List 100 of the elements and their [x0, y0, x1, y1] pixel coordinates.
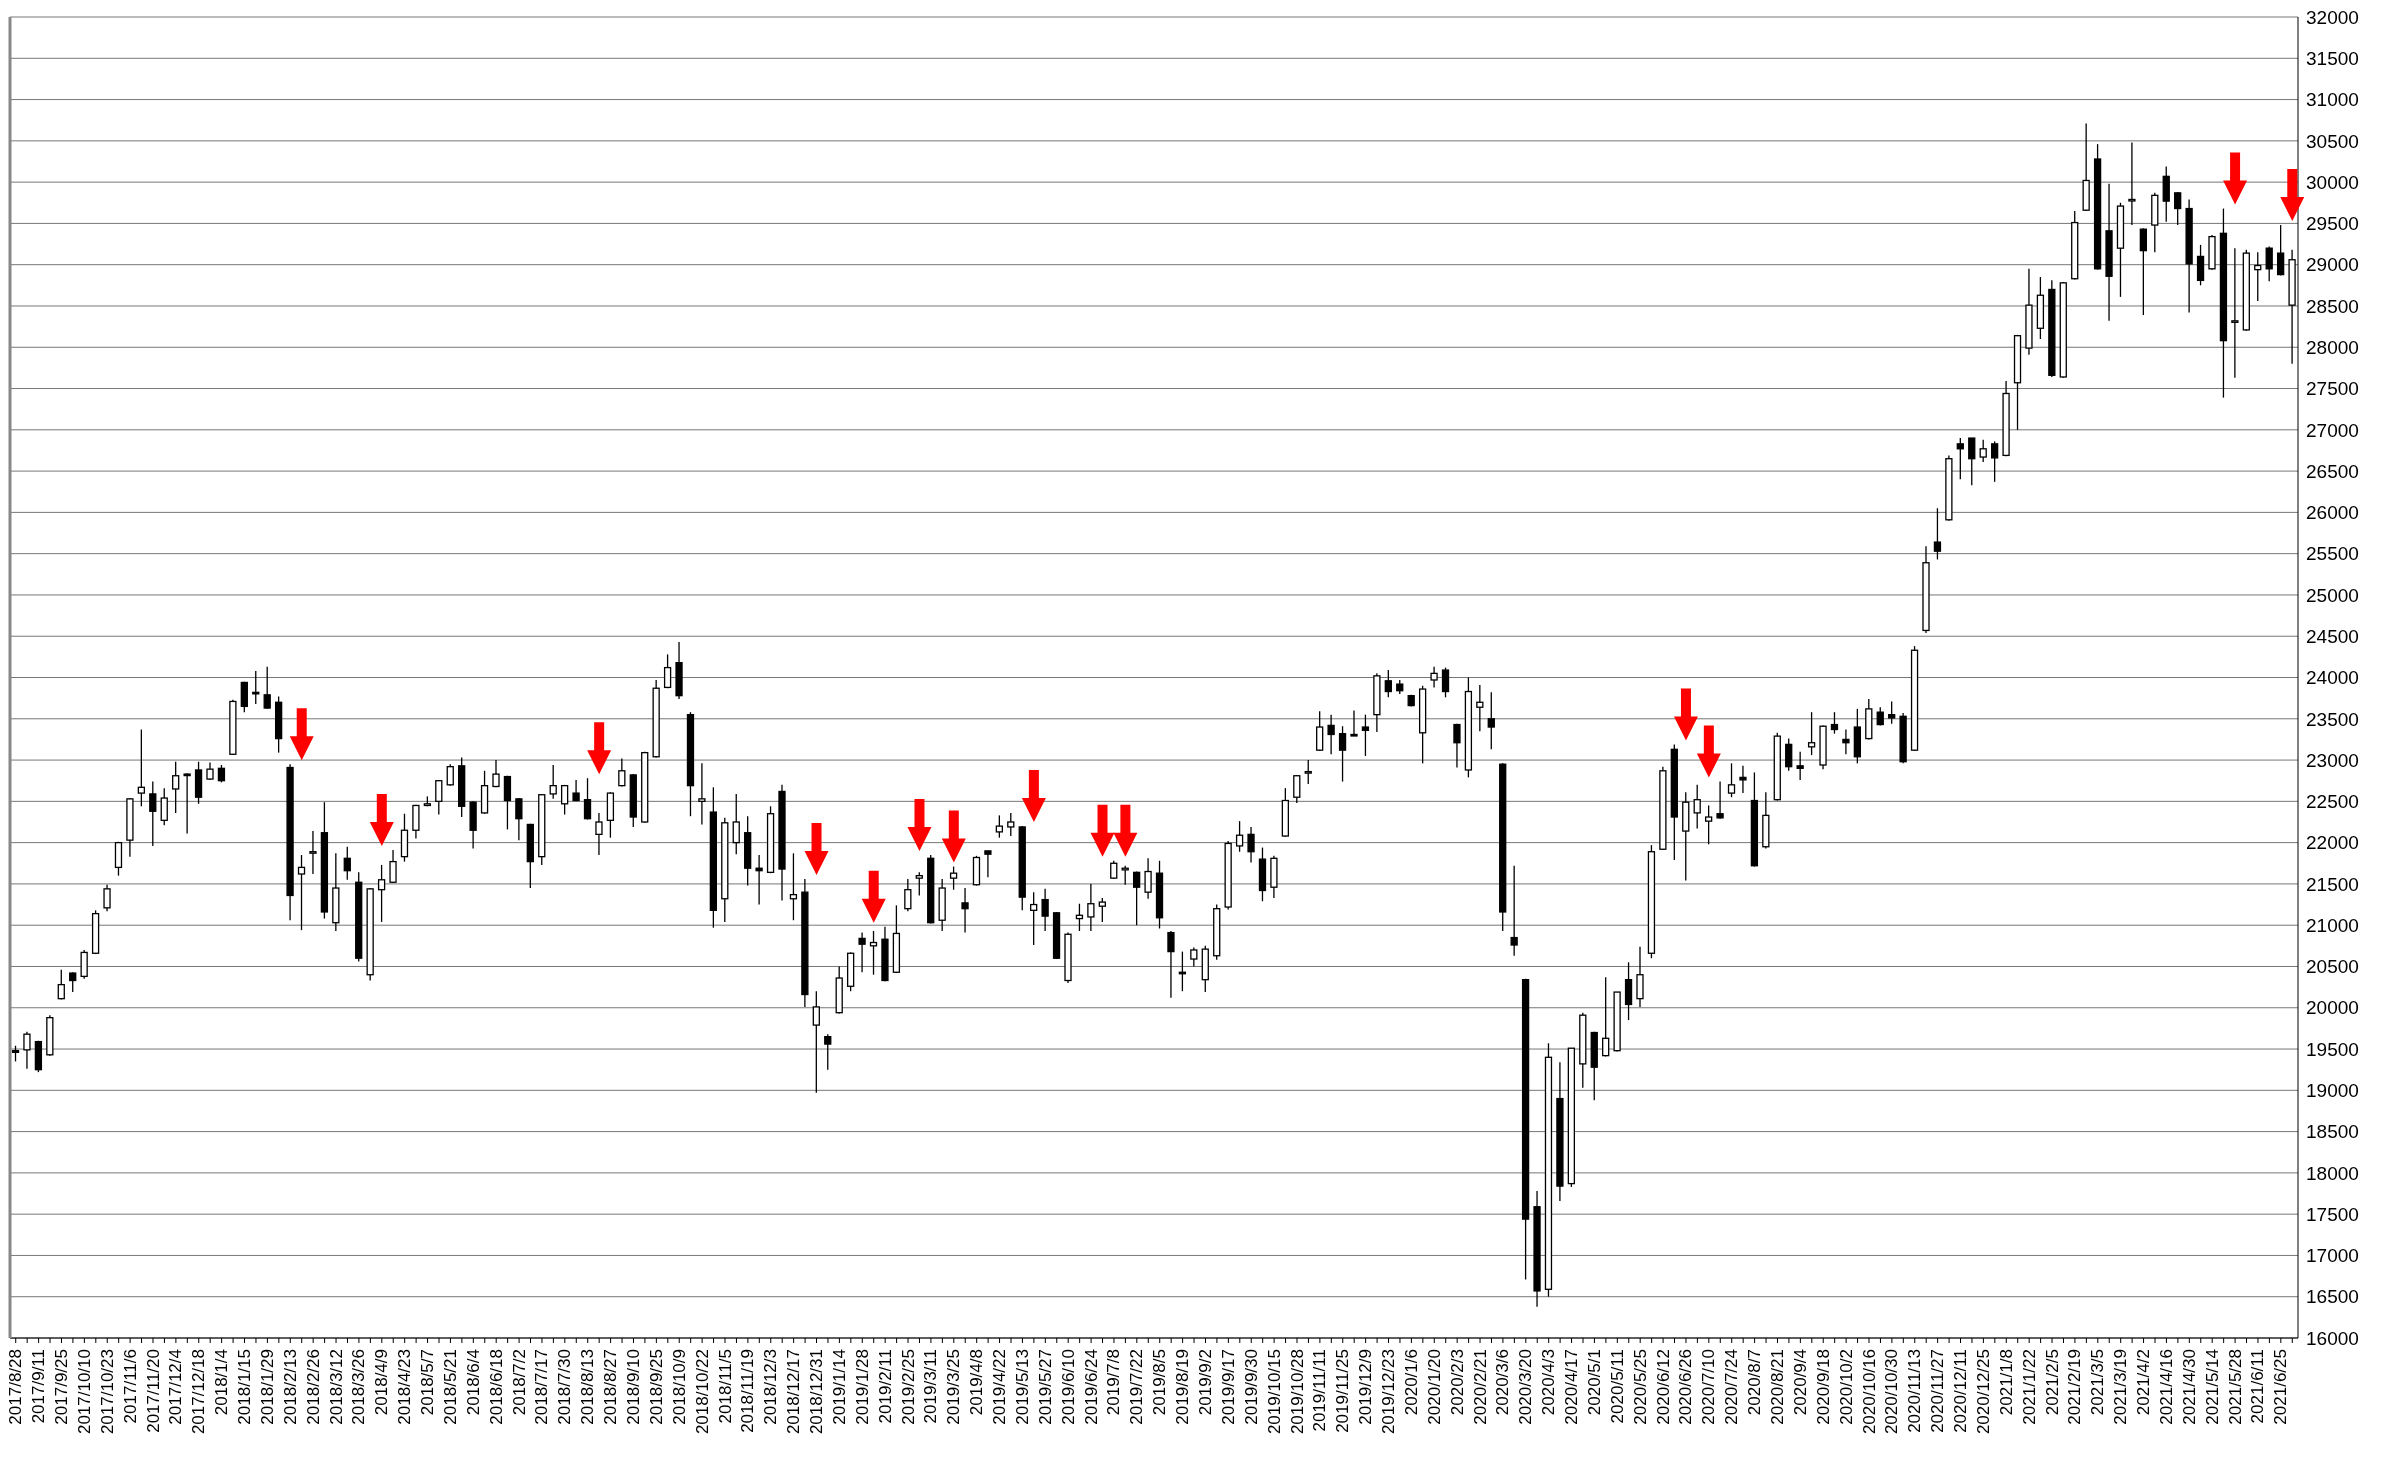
x-tick-label: 2019/5/27	[1035, 1349, 1055, 1425]
x-tick-label: 2020/2/21	[1470, 1349, 1490, 1425]
x-tick-label: 2018/4/23	[395, 1349, 415, 1425]
candlestick	[1693, 784, 1701, 830]
y-tick-label: 28500	[2306, 295, 2359, 317]
candlestick	[1167, 930, 1175, 999]
candlestick	[1453, 723, 1461, 769]
candlestick	[263, 666, 271, 710]
x-tick-label: 2018/6/4	[463, 1349, 483, 1416]
y-tick-label: 18000	[2306, 1162, 2359, 1184]
candlestick	[984, 850, 992, 878]
candlestick	[1361, 714, 1370, 757]
x-tick-label: 2017/10/10	[74, 1349, 94, 1435]
y-tick-label: 31500	[2306, 48, 2359, 70]
y-tick-label: 23500	[2306, 708, 2359, 730]
candlestick	[915, 871, 923, 897]
x-tick-label: 2019/9/30	[1241, 1349, 1261, 1425]
candlestick	[1796, 751, 1804, 781]
candlestick	[824, 1033, 832, 1071]
x-tick-label: 2020/11/13	[1905, 1349, 1925, 1433]
candlestick	[160, 787, 168, 826]
y-tick-label: 17000	[2306, 1245, 2359, 1267]
x-tick-label: 2020/7/24	[1722, 1349, 1742, 1425]
y-tick-label: 31000	[2306, 89, 2359, 111]
candlestick	[1476, 684, 1484, 732]
candlestick	[435, 779, 443, 816]
y-tick-label: 21500	[2306, 873, 2359, 895]
x-tick-label: 2018/7/30	[555, 1349, 575, 1425]
candlestick	[57, 969, 65, 1001]
candlestick	[2231, 247, 2239, 379]
candlestick	[80, 949, 88, 980]
x-tick-label: 2021/2/5	[2042, 1349, 2062, 1416]
candlestick	[240, 680, 248, 713]
x-tick-label: 2018/3/12	[326, 1349, 346, 1425]
candlestick	[1384, 669, 1392, 698]
candlestick	[1602, 976, 1610, 1058]
x-tick-label: 2020/12/25	[1973, 1349, 1993, 1435]
x-tick-label: 2018/12/3	[761, 1349, 781, 1425]
candlestick	[343, 846, 351, 881]
y-tick-label: 26500	[2306, 460, 2359, 482]
candlestick	[2174, 191, 2182, 226]
x-tick-label: 2018/10/22	[692, 1349, 712, 1435]
candlestick	[297, 854, 306, 931]
x-tick-label: 2020/1/20	[1424, 1349, 1444, 1425]
x-tick-label: 2017/9/11	[29, 1349, 49, 1424]
candlestick	[1785, 737, 1793, 772]
candlestick	[995, 814, 1004, 839]
candlestick	[23, 1031, 31, 1070]
x-tick-label: 2018/10/9	[669, 1349, 689, 1425]
x-tick-label: 2020/9/4	[1790, 1349, 1810, 1416]
candlestick	[560, 784, 569, 816]
x-tick-label: 2018/1/29	[257, 1349, 277, 1425]
candlestick	[1487, 691, 1495, 750]
candlestick	[1030, 891, 1038, 946]
x-tick-label: 2017/12/4	[166, 1349, 186, 1425]
candlestick	[812, 990, 820, 1094]
y-tick-label: 32000	[2306, 6, 2359, 28]
x-tick-label: 2019/6/10	[1058, 1349, 1078, 1425]
candlestick	[1441, 666, 1450, 698]
candlestick	[1041, 888, 1049, 932]
y-tick-label: 27000	[2306, 419, 2359, 441]
x-tick-label: 2020/3/6	[1493, 1349, 1513, 1416]
candlestick	[1293, 774, 1301, 804]
y-tick-label: 25500	[2306, 543, 2359, 565]
candlestick	[1727, 762, 1736, 798]
x-tick-label: 2020/5/1	[1584, 1349, 1604, 1416]
candlestick	[1098, 897, 1106, 923]
candlestick	[1110, 860, 1118, 880]
candlestick	[515, 797, 523, 841]
x-tick-label: 2018/5/21	[440, 1349, 460, 1425]
candlestick	[789, 852, 798, 921]
candlestick	[183, 772, 191, 835]
x-tick-label: 2019/1/28	[852, 1349, 872, 1425]
candlestick	[377, 864, 386, 923]
x-tick-label: 2017/12/18	[189, 1349, 209, 1435]
x-tick-label: 2019/11/25	[1333, 1349, 1353, 1433]
x-tick-label: 2017/8/28	[6, 1349, 26, 1425]
x-tick-label: 2019/7/22	[1127, 1349, 1147, 1425]
candlestick	[69, 971, 77, 993]
x-tick-label: 2018/1/15	[235, 1349, 255, 1425]
x-tick-label: 2018/11/19	[738, 1349, 758, 1433]
candlestick	[1327, 714, 1335, 755]
candlestick	[618, 757, 626, 788]
candlestick	[1636, 946, 1644, 1008]
candlestick	[949, 865, 958, 891]
candlestick	[137, 728, 146, 807]
x-tick-label: 2020/4/17	[1562, 1349, 1582, 1425]
x-tick-label: 2020/2/3	[1447, 1349, 1467, 1416]
x-tick-label: 2019/4/22	[990, 1349, 1010, 1425]
y-tick-label: 19000	[2306, 1080, 2359, 1102]
x-tick-label: 2021/4/2	[2134, 1349, 2154, 1416]
x-tick-label: 2021/4/30	[2179, 1349, 2199, 1425]
y-tick-label: 30500	[2306, 130, 2359, 152]
candlestick	[252, 670, 260, 705]
candlestick	[698, 762, 706, 826]
candlestick	[1190, 946, 1198, 968]
y-tick-label: 16000	[2306, 1327, 2359, 1349]
candlestick	[149, 780, 157, 847]
x-tick-label: 2019/4/8	[967, 1349, 987, 1416]
y-tick-label: 16500	[2306, 1286, 2359, 1308]
